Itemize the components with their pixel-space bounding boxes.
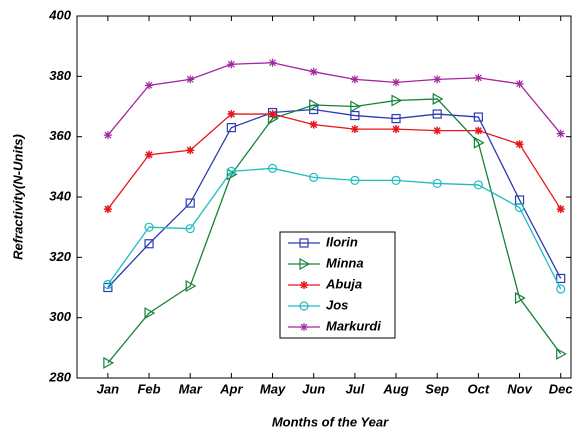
x-tick-label: Nov bbox=[507, 381, 532, 396]
series-line bbox=[107, 62, 562, 136]
marker bbox=[350, 125, 359, 134]
x-tick-label: Dec bbox=[549, 381, 574, 396]
series-line bbox=[107, 98, 562, 364]
legend-label: Abuja bbox=[325, 276, 362, 291]
marker bbox=[103, 131, 112, 140]
marker bbox=[144, 307, 156, 320]
marker bbox=[145, 150, 154, 159]
x-tick-label: May bbox=[260, 381, 286, 396]
x-tick-label: Mar bbox=[179, 381, 203, 396]
marker bbox=[391, 113, 401, 124]
marker bbox=[299, 238, 309, 248]
marker bbox=[556, 273, 566, 284]
marker bbox=[144, 222, 154, 232]
marker bbox=[432, 92, 444, 105]
marker bbox=[144, 239, 154, 249]
marker bbox=[392, 125, 401, 134]
marker bbox=[474, 126, 483, 135]
marker bbox=[515, 79, 524, 88]
y-tick-label: 340 bbox=[49, 188, 71, 203]
marker bbox=[432, 109, 442, 119]
marker bbox=[473, 136, 485, 149]
x-tick-label: Jun bbox=[302, 381, 325, 396]
marker bbox=[226, 123, 236, 133]
marker bbox=[300, 323, 308, 331]
marker bbox=[474, 73, 483, 82]
y-tick-label: 360 bbox=[49, 128, 71, 143]
marker bbox=[473, 112, 483, 122]
y-axis-label: Refractivity(N-Units) bbox=[10, 134, 25, 260]
marker bbox=[186, 75, 195, 84]
x-tick-label: Aug bbox=[382, 381, 408, 396]
marker bbox=[514, 292, 526, 305]
marker bbox=[185, 224, 195, 234]
marker bbox=[391, 94, 403, 107]
marker bbox=[299, 301, 309, 311]
marker bbox=[433, 126, 442, 135]
y-tick-label: 400 bbox=[48, 7, 71, 22]
marker bbox=[268, 110, 277, 119]
marker bbox=[556, 347, 567, 360]
marker bbox=[350, 110, 360, 121]
marker bbox=[227, 110, 236, 119]
marker bbox=[391, 175, 401, 186]
marker bbox=[515, 140, 524, 149]
marker bbox=[226, 166, 236, 176]
marker bbox=[432, 178, 442, 189]
marker bbox=[433, 75, 442, 84]
marker bbox=[556, 129, 565, 138]
marker bbox=[267, 163, 278, 173]
marker bbox=[473, 180, 483, 190]
y-tick-label: 320 bbox=[49, 249, 71, 264]
series-line bbox=[107, 113, 562, 210]
marker bbox=[392, 78, 401, 87]
legend-label: Minna bbox=[326, 255, 364, 270]
marker bbox=[103, 279, 113, 290]
legend-label: Markurdi bbox=[326, 318, 381, 333]
x-tick-label: Feb bbox=[137, 381, 160, 396]
marker bbox=[185, 279, 197, 293]
x-tick-label: Sep bbox=[425, 381, 449, 396]
marker bbox=[350, 100, 362, 113]
marker bbox=[309, 172, 319, 182]
marker bbox=[309, 98, 320, 112]
x-tick-label: Jan bbox=[97, 381, 119, 396]
marker bbox=[350, 175, 360, 186]
marker bbox=[185, 198, 195, 208]
y-tick-label: 300 bbox=[49, 309, 71, 324]
x-tick-label: Jul bbox=[345, 381, 364, 396]
marker bbox=[186, 146, 195, 155]
legend-label: Ilorin bbox=[326, 234, 358, 249]
marker bbox=[514, 202, 525, 213]
marker bbox=[299, 257, 311, 271]
marker bbox=[103, 356, 115, 369]
marker bbox=[268, 58, 277, 67]
marker bbox=[556, 284, 566, 294]
marker bbox=[227, 60, 236, 69]
x-tick-label: Apr bbox=[219, 381, 243, 396]
series-line bbox=[107, 108, 562, 288]
series-line bbox=[107, 167, 562, 290]
x-tick-label: Oct bbox=[468, 381, 490, 396]
legend-label: Jos bbox=[326, 297, 348, 312]
marker bbox=[309, 67, 318, 76]
y-tick-label: 380 bbox=[49, 68, 71, 83]
marker bbox=[350, 75, 359, 84]
marker bbox=[556, 205, 565, 214]
marker bbox=[103, 205, 112, 214]
x-axis-label: Months of the Year bbox=[272, 414, 389, 429]
y-tick-label: 280 bbox=[48, 369, 71, 384]
marker bbox=[309, 120, 318, 129]
marker bbox=[300, 281, 308, 289]
marker bbox=[145, 81, 154, 90]
